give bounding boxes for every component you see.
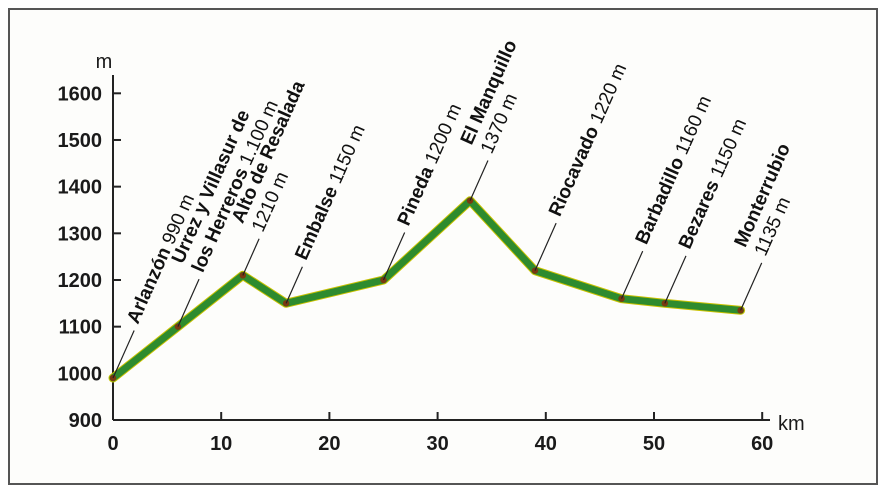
y-tick-label: 1600	[58, 83, 103, 105]
x-tick-label: 40	[535, 433, 557, 455]
point-name: Arlanzón	[123, 244, 175, 327]
elevation-line	[109, 197, 745, 382]
point-label: Embalse 1150 m	[291, 122, 369, 263]
x-tick-label: 50	[643, 433, 665, 455]
point-label: Riocavado 1220 m	[545, 61, 631, 220]
point-elevation: 1220 m	[584, 61, 631, 132]
x-tick-label: 20	[318, 433, 340, 455]
x-axis-unit-label: km	[778, 413, 805, 435]
x-tick-label: 10	[210, 433, 232, 455]
leader-line	[534, 222, 557, 271]
x-tick-label: 30	[426, 433, 448, 455]
leader-line	[382, 232, 406, 281]
leader-line	[740, 262, 763, 311]
point-label-line: Riocavado 1220 m	[545, 61, 631, 220]
y-tick-label: 1500	[58, 130, 103, 152]
point-name: Riocavado	[545, 123, 603, 219]
leader-line	[620, 250, 644, 299]
ticks: 0 10 20 30 40 50 60 900 1000 1100 1200 1300 1400 1500…	[58, 83, 774, 455]
leader-line	[177, 278, 200, 327]
y-axis-unit-label: m	[96, 51, 113, 73]
axes: m km	[96, 51, 805, 435]
y-tick-label: 900	[69, 410, 102, 432]
point-elevation: 1150 m	[323, 122, 370, 192]
y-tick-label: 1300	[58, 223, 103, 245]
y-tick-label: 1100	[59, 317, 102, 339]
point-elevation: 1150 m	[705, 116, 752, 186]
point-name: Embalse	[291, 183, 342, 263]
chart-frame	[8, 8, 878, 485]
x-tick-label: 0	[107, 433, 118, 455]
point-name: Pineda	[394, 163, 439, 229]
y-tick-label: 1200	[58, 270, 103, 292]
leader-line	[469, 160, 489, 201]
x-tick-label: 60	[751, 433, 773, 455]
leader-line	[664, 255, 687, 304]
leader-line	[285, 266, 303, 304]
leader-line	[242, 238, 260, 276]
y-tick-label: 1400	[58, 177, 103, 199]
leader-line	[112, 330, 135, 379]
point-label-line: Embalse 1150 m	[291, 122, 369, 263]
point-name: Bezares	[675, 177, 724, 252]
y-tick-label: 1000	[58, 363, 103, 385]
point-elevation: 1160 m	[669, 93, 716, 163]
